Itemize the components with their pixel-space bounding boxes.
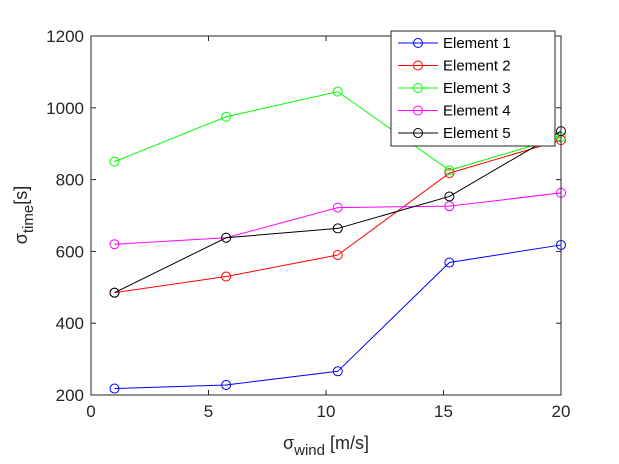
data-point	[109, 156, 120, 167]
y-tick-label: 1200	[46, 27, 84, 46]
y-tick-label: 800	[56, 171, 84, 190]
data-point	[444, 201, 455, 212]
data-point	[332, 86, 343, 97]
y-axis-label-unit: [s]	[11, 186, 31, 205]
legend-label: Element 3	[443, 80, 511, 97]
legend-marker	[413, 105, 423, 116]
y-tick-label: 200	[56, 386, 84, 405]
legend-entry: Element 2	[398, 58, 511, 75]
y-tick-label: 600	[56, 242, 84, 261]
data-point	[221, 379, 232, 390]
legend-label: Element 4	[443, 103, 511, 120]
data-point	[444, 257, 455, 268]
legend-entry: Element 5	[398, 125, 511, 142]
y-axis-label-subscript: time	[20, 205, 37, 233]
y-tick-label: 400	[56, 314, 84, 333]
series-5	[109, 126, 566, 298]
legend-label: Element 1	[443, 35, 511, 52]
series-line	[114, 244, 562, 390]
data-point	[109, 239, 120, 250]
series-line	[114, 139, 562, 294]
x-tick-label: 0	[86, 402, 95, 421]
legend-marker	[413, 128, 423, 138]
data-point	[221, 232, 232, 243]
data-point	[444, 165, 455, 176]
x-axis-label-unit: [m/s]	[325, 433, 369, 453]
y-axis: 200 400 600 800 1000 1200	[46, 27, 561, 405]
legend-marker	[413, 83, 423, 93]
x-axis-label-symbol: σ	[283, 433, 294, 453]
data-point	[444, 168, 455, 179]
data-point	[332, 366, 343, 377]
legend-label: Element 2	[443, 58, 511, 75]
x-tick-label: 5	[204, 402, 213, 421]
data-point	[221, 271, 232, 282]
series-layer	[109, 86, 566, 394]
legend-label: Element 5	[443, 125, 511, 142]
data-point	[332, 223, 343, 234]
y-axis-label: σtime[s]	[11, 186, 37, 244]
y-tick-label: 1000	[46, 99, 84, 118]
x-axis-label: σwind [m/s]	[283, 433, 369, 459]
legend-marker	[413, 38, 423, 48]
legend: Element 1 Element 2 Element 3 Element 4 Elem…	[390, 30, 556, 147]
data-point	[109, 383, 120, 394]
legend-entry: Element 3	[398, 80, 511, 97]
y-axis-label-symbol: σ	[11, 233, 31, 244]
x-axis: 0 5 10 15 20	[86, 36, 570, 421]
data-point	[332, 202, 343, 213]
series-line	[114, 91, 562, 171]
data-point	[332, 249, 343, 260]
legend-entry: Element 1	[398, 35, 511, 52]
legend-entry: Element 4	[398, 103, 511, 120]
data-point	[109, 287, 120, 298]
series-line	[114, 130, 562, 294]
x-tick-label: 20	[552, 402, 571, 421]
data-point	[444, 191, 455, 202]
data-point	[221, 111, 232, 122]
x-tick-label: 15	[434, 402, 453, 421]
x-tick-label: 10	[317, 402, 336, 421]
legend-marker	[413, 60, 423, 71]
series-line	[114, 192, 562, 245]
x-axis-label-subscript: wind	[293, 442, 325, 459]
